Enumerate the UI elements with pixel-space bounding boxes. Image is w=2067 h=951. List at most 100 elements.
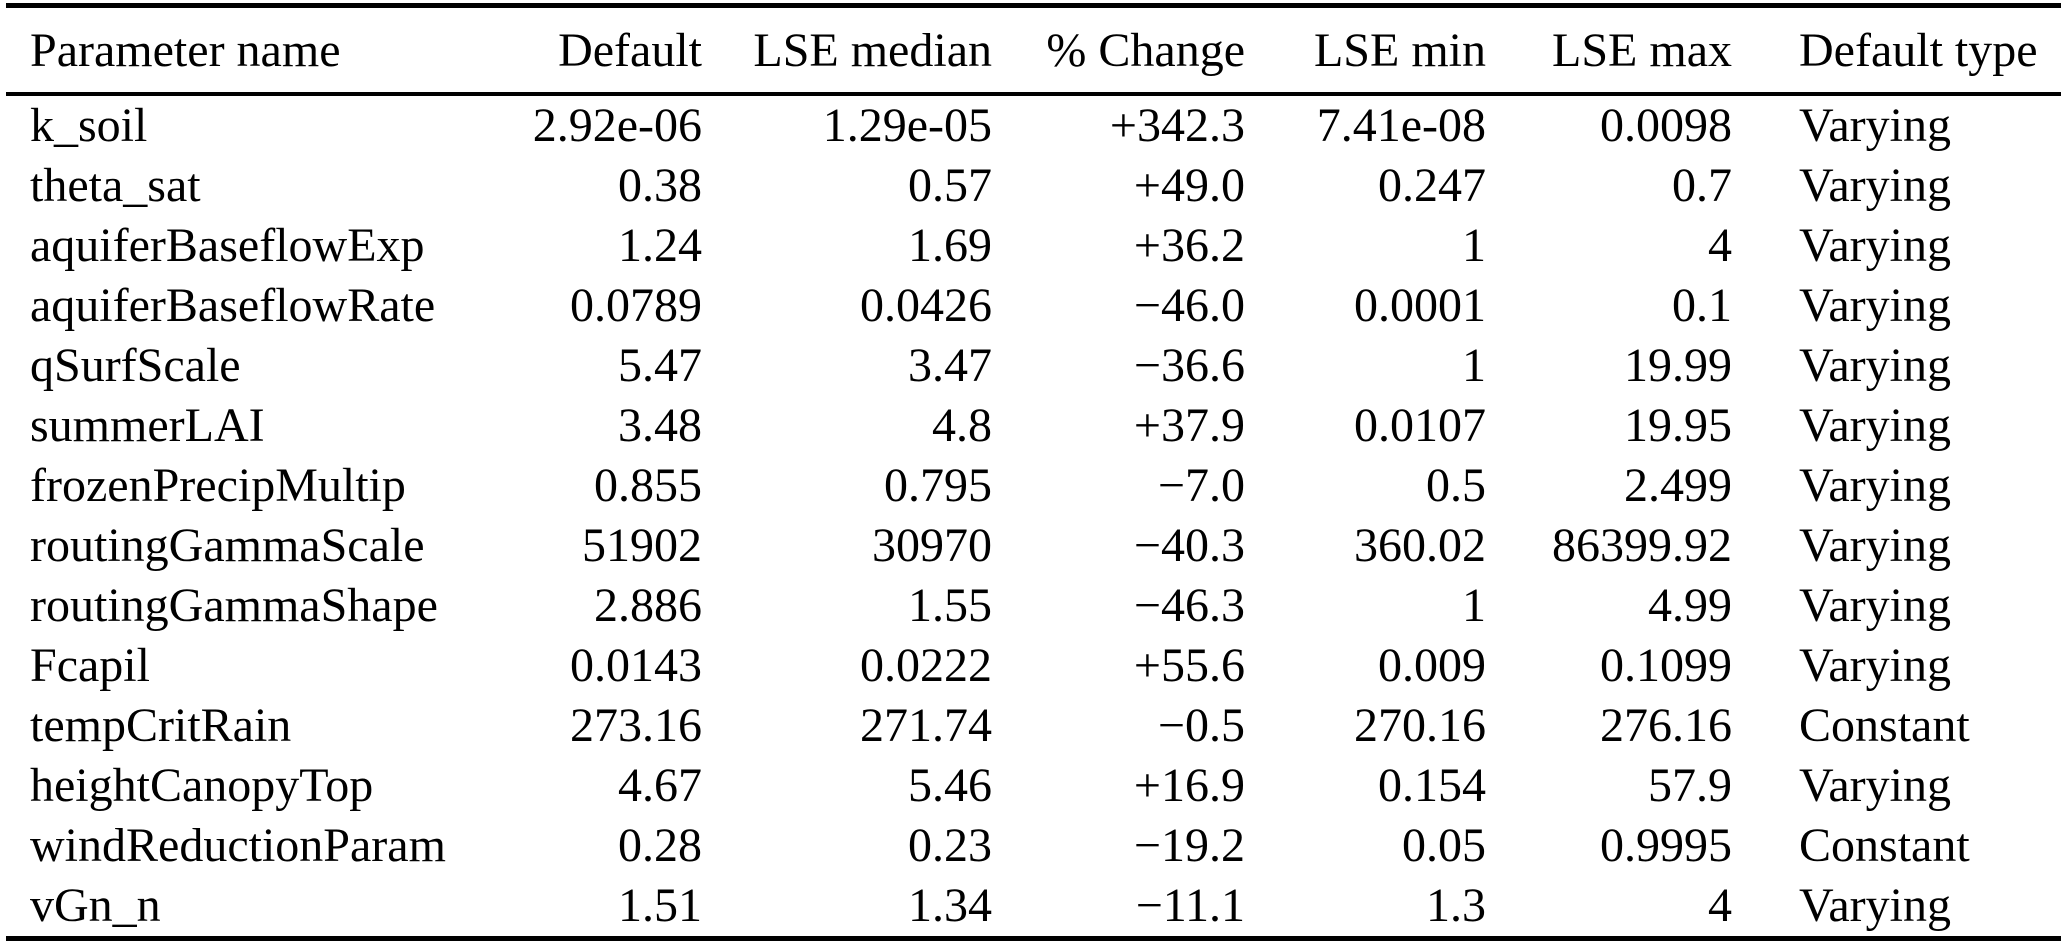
table-cell: 0.28 xyxy=(618,819,702,872)
table-cell: 3.47 xyxy=(908,339,992,392)
table-cell: −40.3 xyxy=(1133,519,1245,572)
table-cell: 0.9995 xyxy=(1600,819,1732,872)
table-cell: Varying xyxy=(1799,159,1951,212)
table-cell: 1 xyxy=(1462,219,1486,272)
table-cell: −36.6 xyxy=(1133,339,1245,392)
table-cell: 0.0098 xyxy=(1600,99,1732,152)
table-cell: 4.99 xyxy=(1648,579,1732,632)
table-cell: 0.23 xyxy=(908,819,992,872)
table-cell: 1.3 xyxy=(1426,879,1486,932)
table-row: windReductionParam 0.28 0.23 −19.2 0.05 0.999… xyxy=(6,816,2061,876)
table-row: aquiferBaseflowRate 0.0789 0.0426 −46.0 0.00… xyxy=(6,276,2061,336)
table-cell: 0.0789 xyxy=(570,279,702,332)
table-cell: 271.74 xyxy=(860,699,992,752)
table-cell: 1 xyxy=(1462,339,1486,392)
table-cell: 0.57 xyxy=(908,159,992,212)
table-cell: 57.9 xyxy=(1648,759,1732,812)
table-cell: tempCritRain xyxy=(30,699,292,752)
table-cell: −19.2 xyxy=(1133,819,1245,872)
table-cell: Varying xyxy=(1799,399,1951,452)
table-cell: 2.886 xyxy=(594,579,702,632)
table-cell: 0.247 xyxy=(1378,159,1486,212)
table-cell: Constant xyxy=(1799,699,1970,752)
table-cell: 0.1 xyxy=(1672,279,1732,332)
table-cell: 0.0107 xyxy=(1354,399,1486,452)
table-cell: 2.499 xyxy=(1624,459,1732,512)
table-cell: 0.5 xyxy=(1426,459,1486,512)
header-cell: LSE max xyxy=(1486,5,1732,96)
header-cell: LSE median xyxy=(702,5,992,96)
table-cell: 5.46 xyxy=(908,759,992,812)
table-cell: 0.05 xyxy=(1402,819,1486,872)
table-cell: +49.0 xyxy=(1133,159,1245,212)
table-cell: 1 xyxy=(1462,579,1486,632)
table-cell: −46.0 xyxy=(1133,279,1245,332)
table-cell: +342.3 xyxy=(1109,99,1245,152)
table-cell: routingGammaShape xyxy=(30,579,438,632)
table-cell: Varying xyxy=(1799,579,1951,632)
table-cell: 4 xyxy=(1708,879,1732,932)
table-cell: 4 xyxy=(1708,219,1732,272)
table-cell: Fcapil xyxy=(30,639,150,692)
table-cell: 4.67 xyxy=(618,759,702,812)
table-cell: −46.3 xyxy=(1133,579,1245,632)
table-row: aquiferBaseflowExp 1.24 1.69 +36.2 1 4 Varying xyxy=(6,216,2061,276)
table-cell: 1.51 xyxy=(618,879,702,932)
table-cell: 0.7 xyxy=(1672,159,1732,212)
table-cell: routingGammaScale xyxy=(30,519,425,572)
table-cell: +55.6 xyxy=(1133,639,1245,692)
table-cell: 4.8 xyxy=(932,399,992,452)
table-cell: 3.48 xyxy=(618,399,702,452)
table-cell: 360.02 xyxy=(1354,519,1486,572)
header-row: Parameter name Default LSE median% Change L… xyxy=(6,5,2061,96)
header-cell: Parameter name xyxy=(6,5,456,96)
table-cell: 1.69 xyxy=(908,219,992,272)
table-row: summerLAI 3.48 4.8 +37.9 0.0107 19.95 Varying xyxy=(6,396,2061,456)
header-cell: % Change xyxy=(992,5,1245,96)
table-cell: 0.1099 xyxy=(1600,639,1732,692)
table-cell: 1.55 xyxy=(908,579,992,632)
table-body: k_soil 2.92e-06 1.29e-05 +342.3 7.41e-08 0.00… xyxy=(6,94,2061,939)
table-row: heightCanopyTop 4.67 5.46 +16.9 0.154 57.9 Var… xyxy=(6,756,2061,816)
table-cell: 0.0001 xyxy=(1354,279,1486,332)
table-cell: 0.38 xyxy=(618,159,702,212)
table-cell: summerLAI xyxy=(30,399,265,452)
table-cell: 0.795 xyxy=(884,459,992,512)
table-cell: aquiferBaseflowExp xyxy=(30,219,425,272)
table-cell: Varying xyxy=(1799,339,1951,392)
table-cell: −11.1 xyxy=(1135,879,1245,932)
table-cell: Varying xyxy=(1799,279,1951,332)
table-cell: 1.24 xyxy=(618,219,702,272)
table-cell: Varying xyxy=(1799,639,1951,692)
table-cell: 276.16 xyxy=(1600,699,1732,752)
table-cell: 30970 xyxy=(872,519,992,572)
table-cell: 270.16 xyxy=(1354,699,1486,752)
table-cell: heightCanopyTop xyxy=(30,759,374,812)
table-cell: 19.95 xyxy=(1624,399,1732,452)
table-cell: frozenPrecipMultip xyxy=(30,459,406,512)
table-cell: Varying xyxy=(1799,219,1951,272)
table-row: routingGammaScale 51902 30970 −40.3 360.02 86… xyxy=(6,516,2061,576)
table-cell: theta_sat xyxy=(30,159,201,212)
table-cell: aquiferBaseflowRate xyxy=(30,279,436,332)
table-row: vGn_n 1.51 1.34 −11.1 1.3 4 Varying xyxy=(6,876,2061,939)
table-cell: 2.92e-06 xyxy=(532,99,702,152)
table-cell: 0.0426 xyxy=(860,279,992,332)
table-row: theta_sat 0.38 0.57 +49.0 0.247 0.7 Varying xyxy=(6,156,2061,216)
table-row: Fcapil 0.0143 0.0222 +55.6 0.009 0.1099 Varyin… xyxy=(6,636,2061,696)
table-cell: windReductionParam xyxy=(30,819,446,872)
table-cell: 1.29e-05 xyxy=(822,99,992,152)
table-cell: 0.855 xyxy=(594,459,702,512)
table-cell: +16.9 xyxy=(1133,759,1245,812)
table-row: qSurfScale 5.47 3.47 −36.6 1 19.99 Varying xyxy=(6,336,2061,396)
table-cell: Varying xyxy=(1799,459,1951,512)
table-cell: Varying xyxy=(1799,759,1951,812)
table-cell: +36.2 xyxy=(1133,219,1245,272)
table-cell: 0.0222 xyxy=(860,639,992,692)
table-cell: 0.154 xyxy=(1378,759,1486,812)
table-cell: Varying xyxy=(1799,879,1951,932)
table-cell: Varying xyxy=(1799,99,1951,152)
table-cell: k_soil xyxy=(30,99,148,152)
table-cell: 19.99 xyxy=(1624,339,1732,392)
